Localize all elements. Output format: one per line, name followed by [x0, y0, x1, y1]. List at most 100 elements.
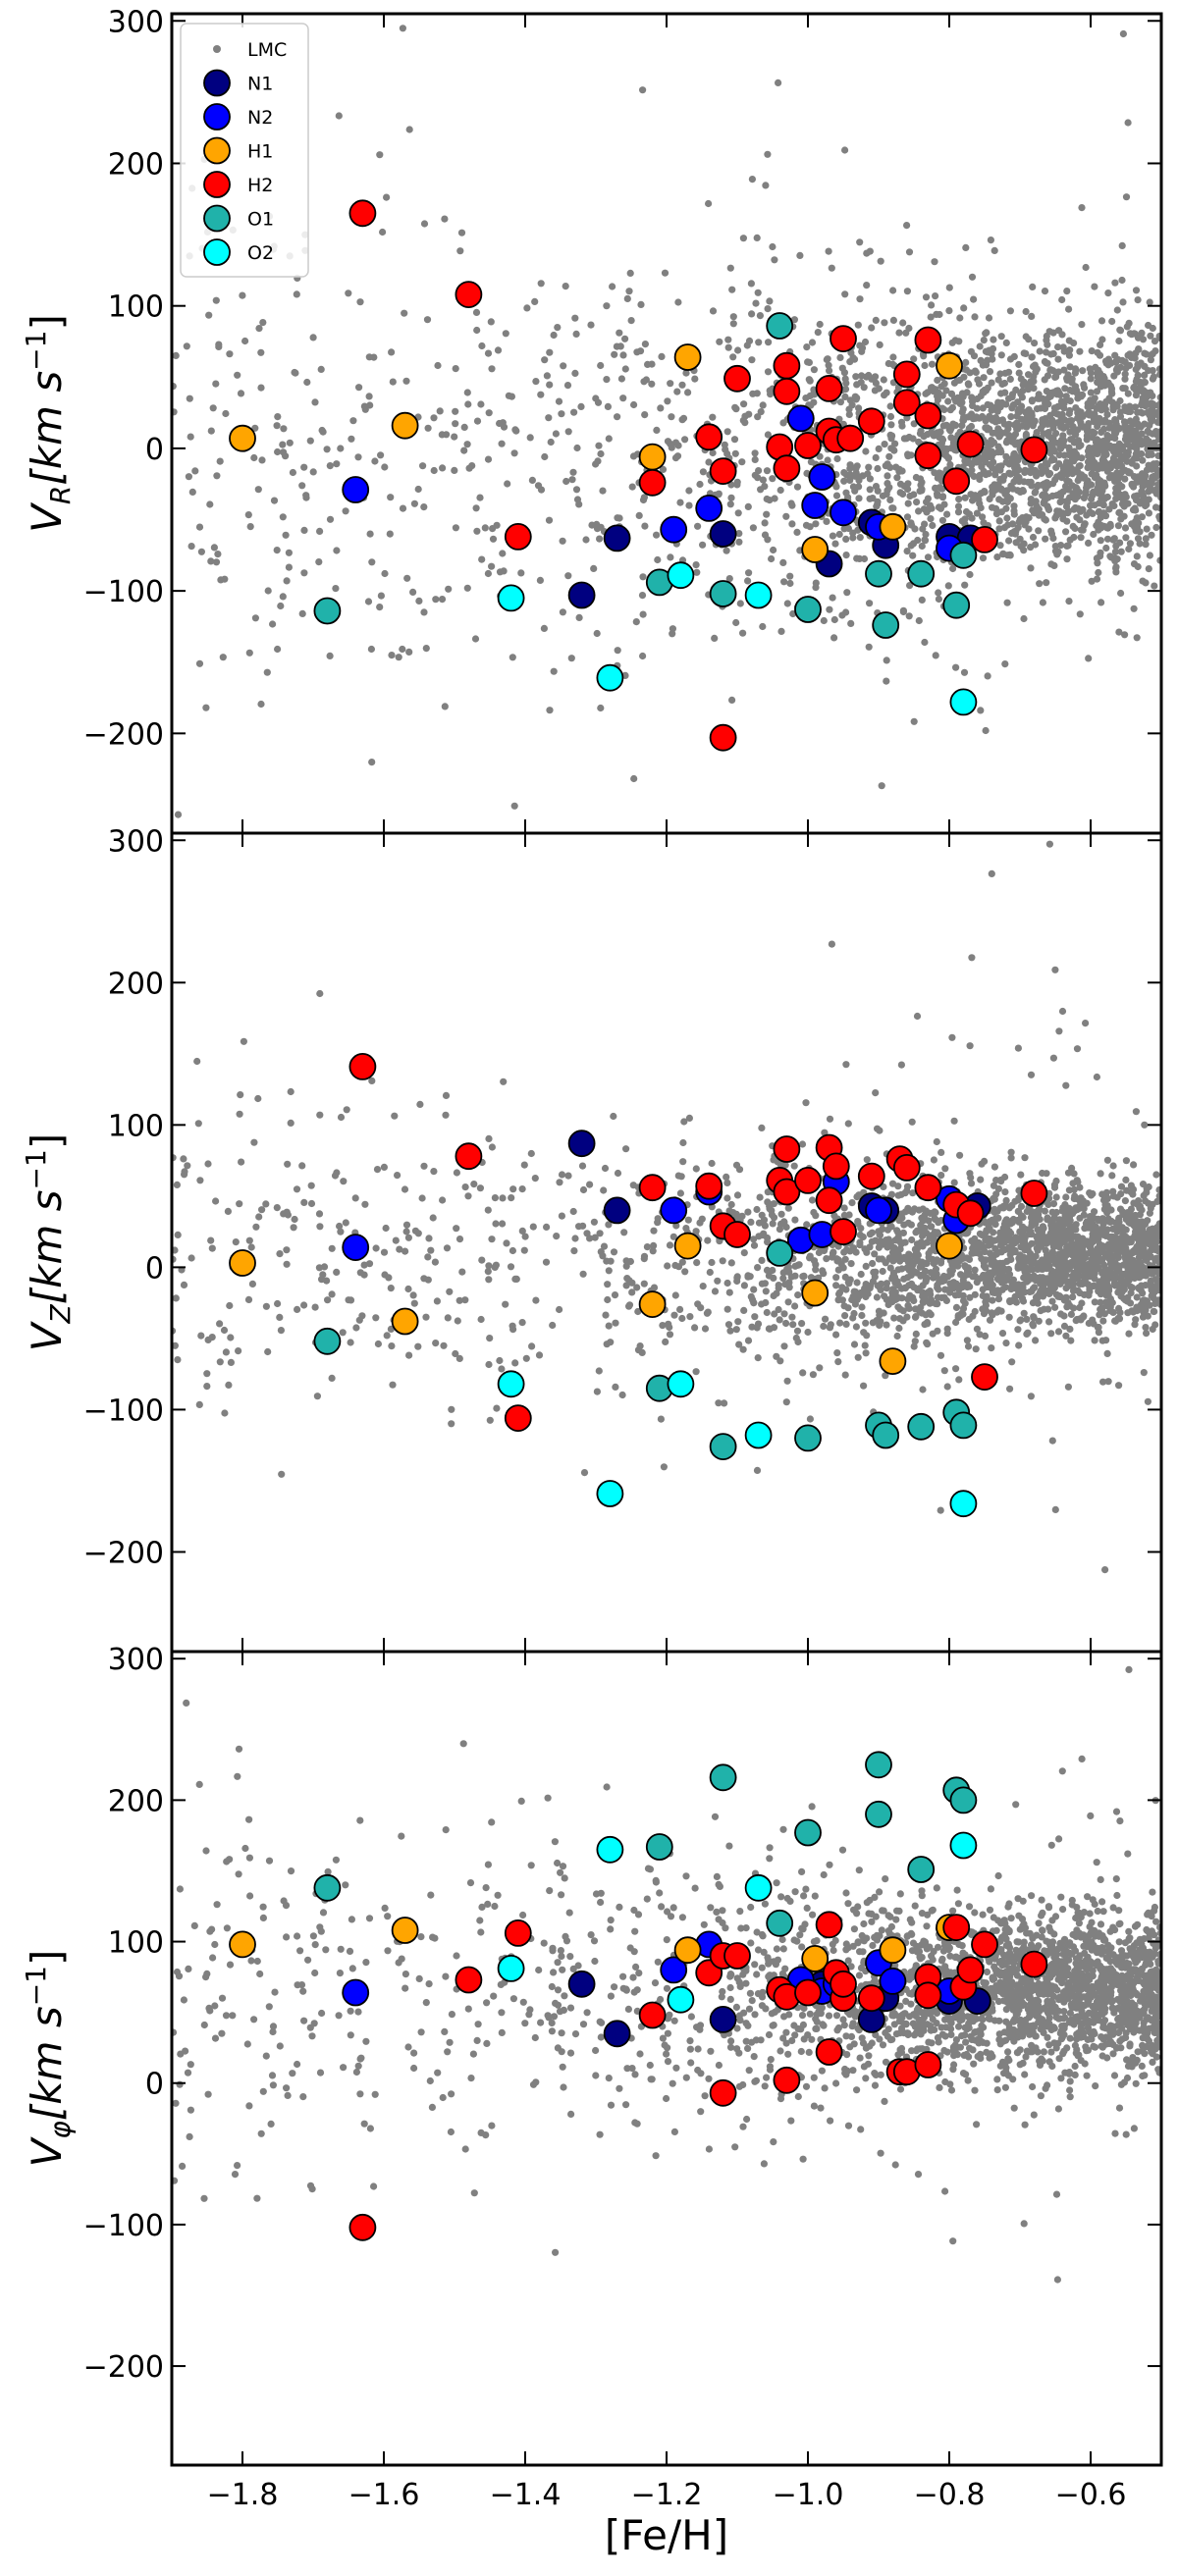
lmc-point [1012, 539, 1020, 547]
lmc-point [1118, 483, 1126, 491]
lmc-point [1076, 1214, 1084, 1222]
lmc-point [701, 1325, 710, 1333]
lmc-point [368, 558, 376, 566]
lmc-point [634, 1307, 642, 1316]
lmc-point [990, 336, 997, 343]
lmc-point [753, 390, 761, 397]
lmc-point [1054, 387, 1062, 394]
lmc-point [1091, 1298, 1098, 1306]
marker-h2 [455, 281, 483, 309]
lmc-point [893, 1278, 901, 1286]
lmc-point [1144, 1312, 1151, 1320]
lmc-point [251, 614, 259, 622]
lmc-point [1055, 460, 1063, 468]
lmc-point [1139, 456, 1147, 464]
lmc-point [940, 1367, 948, 1375]
lmc-point [1118, 1270, 1126, 1278]
lmc-point [896, 489, 904, 497]
lmc-point [822, 1315, 830, 1323]
lmc-point [568, 476, 576, 484]
lmc-point [1008, 1283, 1016, 1290]
lmc-point [1151, 474, 1158, 482]
lmc-point [439, 1196, 447, 1204]
lmc-point [969, 497, 977, 504]
lmc-point [1066, 417, 1074, 425]
lmc-point [961, 494, 969, 501]
lmc-point [1089, 428, 1097, 436]
lmc-point [750, 1235, 758, 1243]
lmc-point [991, 246, 998, 254]
lmc-point [757, 408, 765, 416]
lmc-point [731, 403, 739, 411]
lmc-point [769, 242, 776, 251]
lmc-point [974, 493, 982, 501]
lmc-point [1033, 405, 1042, 413]
lmc-point [740, 1249, 748, 1257]
lmc-point [639, 652, 647, 660]
lmc-point [1112, 417, 1120, 425]
lmc-point [1088, 495, 1096, 503]
lmc-point [836, 353, 844, 361]
lmc-point [472, 308, 481, 316]
lmc-point [723, 1305, 731, 1313]
lmc-point [452, 420, 459, 428]
lmc-point [1099, 1317, 1107, 1325]
lmc-point [1051, 543, 1059, 551]
marker-n2 [808, 463, 836, 491]
lmc-point [972, 1240, 980, 1249]
lmc-point [900, 1221, 908, 1229]
lmc-point [1066, 428, 1074, 436]
lmc-point [1095, 1264, 1102, 1272]
lmc-point [1069, 1246, 1077, 1254]
lmc-point [1116, 491, 1124, 499]
lmc-point [1072, 450, 1081, 458]
lmc-point [842, 552, 850, 559]
lmc-point [741, 419, 749, 427]
lmc-point [1133, 1293, 1141, 1301]
lmc-point [597, 449, 605, 458]
lmc-point [328, 1374, 336, 1382]
lmc-point [639, 86, 647, 94]
lmc-point [632, 618, 640, 626]
lmc-point [846, 476, 854, 484]
lmc-point [577, 402, 585, 410]
lmc-point [1009, 1276, 1017, 1284]
lmc-point [492, 1220, 500, 1228]
lmc-point [300, 526, 308, 535]
lmc-point [316, 989, 324, 998]
lmc-point [956, 399, 964, 408]
lmc-point [283, 1246, 291, 1254]
lmc-point [226, 350, 234, 358]
lmc-point [1151, 1299, 1159, 1307]
lmc-point [1128, 480, 1136, 488]
lmc-point [401, 309, 408, 317]
lmc-point [784, 1268, 792, 1276]
lmc-point [857, 1270, 865, 1279]
lmc-point [764, 1188, 772, 1196]
lmc-point [791, 1216, 799, 1224]
lmc-point [240, 1037, 247, 1045]
lmc-point [846, 1247, 854, 1255]
lmc-point [759, 476, 768, 484]
lmc-point [335, 112, 343, 120]
lmc-point [749, 524, 758, 532]
lmc-point [1106, 1257, 1115, 1265]
lmc-point [257, 700, 265, 709]
lmc-point [856, 534, 864, 542]
lmc-point [354, 453, 362, 461]
lmc-point [339, 1329, 347, 1337]
lmc-point [810, 398, 818, 406]
lmc-point [968, 273, 977, 281]
lmc-point [753, 234, 761, 241]
lmc-point [518, 1185, 526, 1193]
lmc-point [979, 554, 988, 562]
lmc-point [478, 555, 486, 563]
lmc-point [991, 1163, 999, 1171]
lmc-point [984, 672, 991, 680]
marker-o2 [949, 688, 978, 716]
lmc-point [1122, 1176, 1130, 1183]
lmc-point [302, 494, 310, 501]
lmc-point [931, 258, 938, 266]
lmc-point [673, 388, 681, 395]
lmc-point [865, 371, 873, 380]
